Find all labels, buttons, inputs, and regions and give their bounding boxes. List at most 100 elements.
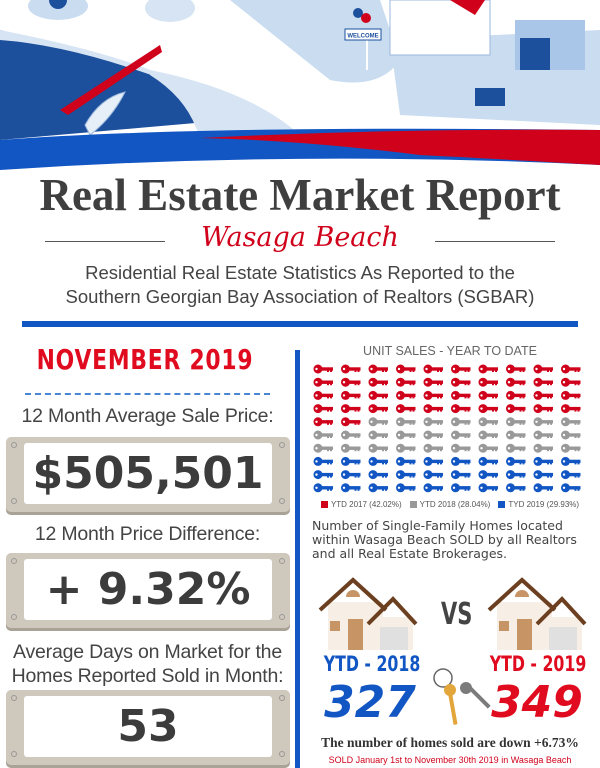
legend-label: TYD 2019 (29.93%): [508, 500, 580, 509]
column-divider: [295, 350, 300, 768]
key-icon: [451, 456, 471, 466]
legend-swatch: [498, 501, 506, 508]
key-icon: [313, 483, 333, 493]
key-icon: [341, 404, 361, 414]
key-icon: [313, 364, 333, 374]
screw-icon: [11, 751, 17, 757]
ytd-2018-value: 327: [324, 677, 416, 728]
screw-icon: [279, 558, 285, 564]
avg-price-plaque: $505,501: [6, 437, 290, 512]
house-icon: [487, 577, 587, 650]
key-icon: [561, 417, 581, 427]
key-icon: [423, 377, 443, 387]
key-icon: [341, 470, 361, 480]
key-icon: [396, 430, 416, 440]
key-icon: [561, 430, 581, 440]
key-icon: [368, 417, 388, 427]
dom-label-line-1: Average Days on Market for the: [13, 641, 282, 663]
house-icon: [318, 577, 418, 650]
key-icon: [368, 456, 388, 466]
key-icon: [533, 390, 553, 400]
homes-sold-description: Number of Single-Family Homes located wi…: [312, 518, 577, 561]
avg-price-label: 12 Month Average Sale Price:: [21, 405, 274, 427]
key-icon: [396, 470, 416, 480]
key-icon: [478, 404, 498, 414]
key-icon: [506, 404, 526, 414]
key-icon: [533, 456, 553, 466]
screw-icon: [279, 498, 285, 504]
key-icon: [533, 364, 553, 374]
key-icon: [423, 430, 443, 440]
key-icon: [478, 430, 498, 440]
report-month: NOVEMBER 2019: [36, 343, 254, 376]
screw-icon: [279, 695, 285, 701]
key-icon: [313, 390, 333, 400]
key-icon: [506, 417, 526, 427]
key-icon: [533, 470, 553, 480]
legend-label: YTD 2018 (28.04%): [419, 500, 491, 509]
divider-bar: [22, 321, 578, 327]
key-icon: [313, 417, 333, 427]
key-icon: [533, 417, 553, 427]
key-icon: [313, 456, 333, 466]
key-icon: [478, 483, 498, 493]
key-icon: [423, 417, 443, 427]
key-icon: [396, 417, 416, 427]
chart-title: UNIT SALES - YEAR TO DATE: [363, 344, 537, 358]
key-icon: [451, 390, 471, 400]
subtitle-line-1: Residential Real Estate Statistics As Re…: [85, 262, 515, 283]
screw-icon: [11, 614, 17, 620]
chart-legend: YTD 2017 (42.02%) YTD 2018 (28.04%) TYD …: [300, 500, 600, 509]
key-icon: [368, 364, 388, 374]
period-text: SOLD January 1st to November 30th 2019 i…: [328, 755, 572, 765]
key-icon: [313, 470, 333, 480]
key-icon: [396, 456, 416, 466]
key-icon: [368, 483, 388, 493]
ytd-2018-label: YTD - 2018: [323, 652, 421, 676]
key-icon: [341, 417, 361, 427]
price-diff-label: 12 Month Price Difference:: [34, 523, 261, 545]
key-icon: [561, 377, 581, 387]
screw-icon: [279, 614, 285, 620]
screw-icon: [279, 751, 285, 757]
key-icon: [313, 404, 333, 414]
key-icon: [451, 417, 471, 427]
key-icon: [341, 456, 361, 466]
key-icon: [451, 470, 471, 480]
key-icon: [478, 390, 498, 400]
hero-illustration: WELCOME: [0, 0, 600, 170]
key-icon: [368, 430, 388, 440]
key-icon: [478, 470, 498, 480]
screw-icon: [11, 558, 17, 564]
key-icon: [533, 377, 553, 387]
dom-value: 53: [24, 696, 272, 757]
dom-label-line-2: Homes Reported Sold in Month:: [11, 665, 284, 687]
subtitle-line-2: Southern Georgian Bay Association of Rea…: [65, 286, 535, 307]
key-icon: [533, 430, 553, 440]
key-icon: [561, 483, 581, 493]
legend-item-2019: TYD 2019 (29.93%): [498, 500, 579, 509]
key-icon: [506, 430, 526, 440]
key-icon: [368, 390, 388, 400]
key-icon: [533, 443, 553, 453]
legend-label: YTD 2017 (42.02%): [330, 500, 402, 509]
key-icon: [561, 404, 581, 414]
key-icon: [341, 364, 361, 374]
price-diff-value: + 9.32%: [24, 559, 272, 620]
key-icon: [368, 470, 388, 480]
key-icon: [533, 483, 553, 493]
summary-text: The number of homes sold are down +6.73%: [321, 735, 579, 750]
house-keys-icon: [433, 668, 491, 725]
avg-price-value: $505,501: [24, 443, 272, 504]
divider: [45, 241, 165, 242]
key-icon: [423, 390, 443, 400]
key-icon: [506, 483, 526, 493]
key-icon: [423, 404, 443, 414]
legend-item-2017: YTD 2017 (42.02%): [320, 500, 402, 509]
key-icon: [506, 470, 526, 480]
key-icon: [506, 443, 526, 453]
key-icon: [478, 456, 498, 466]
ytd-2019-value: 349: [491, 677, 583, 728]
key-icon: [506, 377, 526, 387]
divider: [435, 241, 555, 242]
